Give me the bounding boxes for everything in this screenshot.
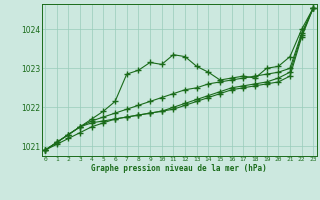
X-axis label: Graphe pression niveau de la mer (hPa): Graphe pression niveau de la mer (hPa) <box>91 164 267 173</box>
